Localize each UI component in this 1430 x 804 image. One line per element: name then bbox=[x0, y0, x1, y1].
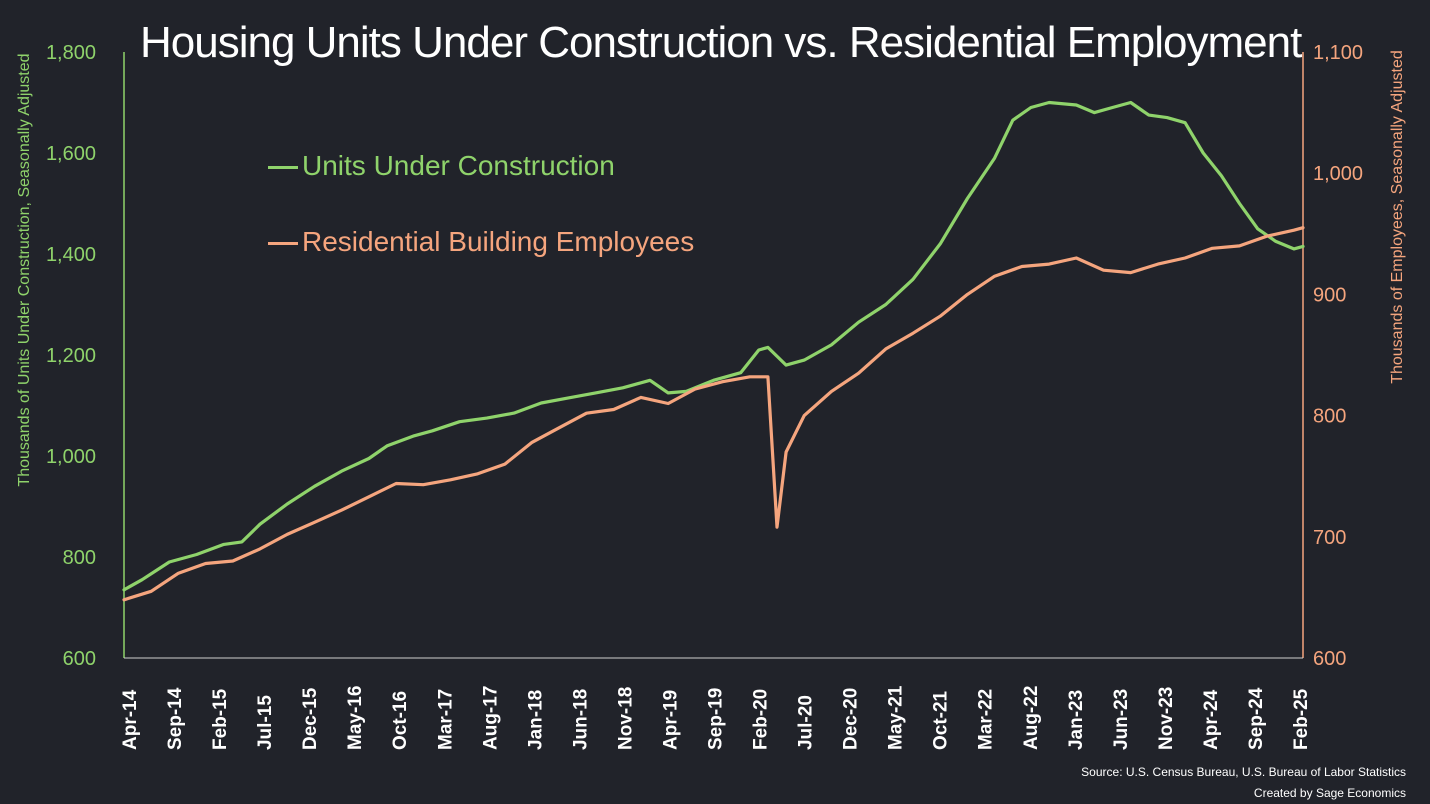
x-tick-label: Sep-19 bbox=[706, 688, 727, 750]
x-tick-label: Sep-14 bbox=[165, 687, 186, 750]
left-tick-label: 1,000 bbox=[46, 446, 96, 468]
x-tick-label: Dec-15 bbox=[300, 687, 321, 750]
x-tick-label: Nov-23 bbox=[1156, 687, 1177, 750]
left-tick-label: 600 bbox=[63, 648, 96, 670]
series-layer bbox=[122, 100, 1305, 602]
legend-item-employees: Residential Building Employees bbox=[268, 226, 694, 258]
x-tick-label: Apr-14 bbox=[120, 689, 141, 750]
credit-note: Created by Sage Economics bbox=[1253, 786, 1406, 800]
right-tick-label: 800 bbox=[1313, 406, 1346, 428]
left-tick-label: 1,800 bbox=[46, 42, 96, 64]
right-axis-label: Thousands of Employees, Seasonally Adjus… bbox=[1389, 50, 1406, 384]
source-note: Source: U.S. Census Bureau, U.S. Bureau … bbox=[1081, 765, 1406, 779]
x-tick-label: Sep-24 bbox=[1246, 687, 1267, 750]
x-tick-label: Jan-18 bbox=[525, 690, 546, 750]
x-tick-label: Feb-25 bbox=[1291, 688, 1312, 750]
x-tick-label: Jun-23 bbox=[1111, 689, 1132, 750]
left-tick-label: 1,200 bbox=[46, 345, 96, 367]
x-tick-label: Apr-19 bbox=[660, 690, 681, 750]
left-tick-label: 800 bbox=[63, 547, 96, 569]
legend-swatch-units bbox=[268, 166, 298, 170]
x-tick-label: Jul-15 bbox=[255, 695, 276, 750]
legend-swatch-employees bbox=[268, 242, 298, 246]
series-line-employees bbox=[122, 226, 1305, 602]
left-tick-label: 1,400 bbox=[46, 244, 96, 266]
right-tick-label: 700 bbox=[1313, 527, 1346, 549]
x-tick-label: Jun-18 bbox=[570, 689, 591, 750]
x-tick-label: Oct-16 bbox=[390, 691, 411, 750]
x-tick-label: Feb-20 bbox=[751, 689, 772, 750]
x-tick-label: Oct-21 bbox=[931, 690, 952, 750]
x-tick-label: Nov-18 bbox=[615, 687, 636, 750]
x-tick-label: Aug-17 bbox=[480, 686, 501, 750]
legend-label-units: Units Under Construction bbox=[302, 150, 615, 181]
series-line-units bbox=[122, 100, 1305, 592]
x-tick-label: Dec-20 bbox=[841, 688, 862, 750]
x-tick-label: Jul-20 bbox=[796, 695, 817, 750]
axes: 600 800 1,000 1,200 1,400 1,600 1,800 600 700 800… bbox=[46, 42, 1363, 750]
right-tick-label: 1,100 bbox=[1313, 42, 1363, 64]
x-tick-label: Aug-22 bbox=[1021, 686, 1042, 750]
legend-item-units: Units Under Construction bbox=[268, 150, 615, 182]
left-axis-label: Thousands of Units Under Construction, S… bbox=[16, 53, 33, 487]
x-tick-label: Apr-24 bbox=[1201, 689, 1222, 750]
x-tick-label: Mar-17 bbox=[435, 689, 456, 750]
right-tick-label: 900 bbox=[1313, 284, 1346, 306]
right-tick-label: 600 bbox=[1313, 648, 1346, 670]
x-tick-label: May-16 bbox=[345, 686, 366, 750]
legend-label-employees: Residential Building Employees bbox=[302, 226, 695, 257]
chart-title: Housing Units Under Construction vs. Res… bbox=[140, 18, 1302, 67]
x-tick-label: May-21 bbox=[886, 685, 907, 750]
x-tick-label: Feb-15 bbox=[210, 688, 231, 750]
right-tick-label: 1,000 bbox=[1313, 163, 1363, 185]
x-tick-label: Jan-23 bbox=[1066, 690, 1087, 750]
x-tick-label: Mar-22 bbox=[976, 689, 997, 750]
left-tick-label: 1,600 bbox=[46, 143, 96, 165]
